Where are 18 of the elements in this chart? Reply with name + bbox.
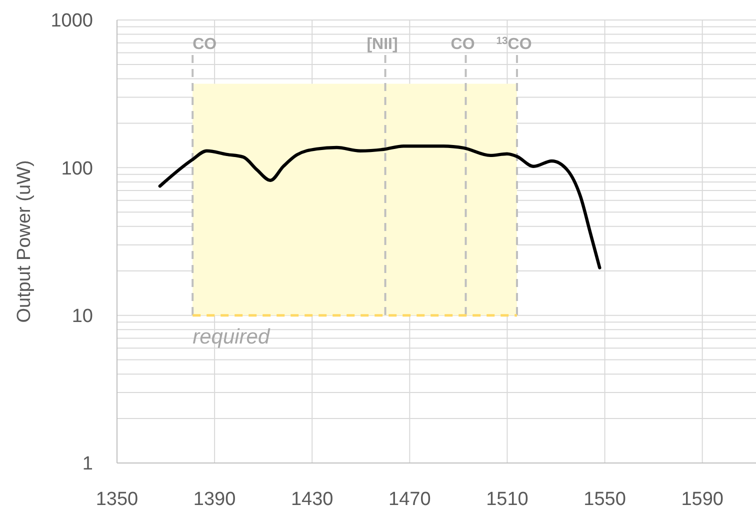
y-tick-label: 100 (61, 158, 93, 180)
ref-line-label: [NII] (366, 36, 398, 53)
x-tick-label: 1590 (681, 489, 724, 510)
line-series (158, 144, 602, 270)
ref-line-label: CO (192, 36, 217, 53)
y-tick-label: 1 (82, 454, 93, 475)
x-tick-label: 1350 (96, 489, 138, 510)
x-tick-label: 1550 (584, 489, 626, 510)
y-axis-title: Output Power (uW) (14, 160, 35, 323)
x-tick-label: 1470 (388, 489, 431, 510)
x-tick-label: 1430 (290, 489, 334, 510)
ref-line-label: CO (450, 36, 475, 53)
y-tick-label: 1000 (50, 10, 93, 32)
y-tick-label: 10 (72, 306, 93, 327)
x-tick-label: 1390 (193, 489, 236, 510)
ref-line-label: $^{13}$CO (496, 36, 532, 53)
ref-line-label: required (192, 325, 271, 348)
x-tick-label: 1510 (486, 489, 528, 510)
